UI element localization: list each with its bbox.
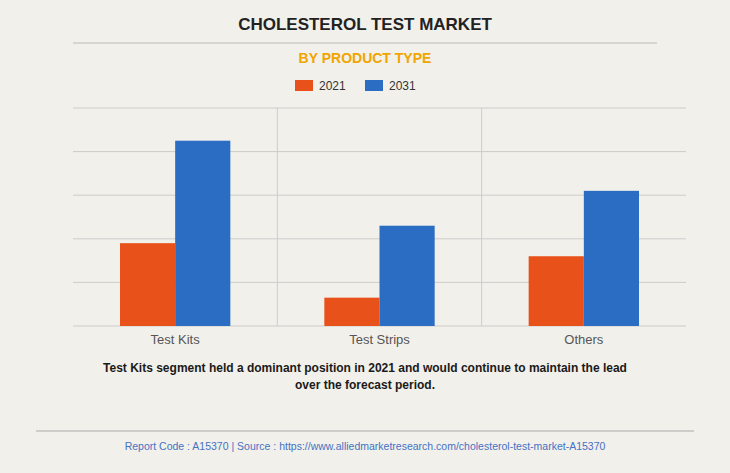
x-axis: Test Kits Test Strips Others xyxy=(151,332,604,347)
grid-line xyxy=(73,151,686,152)
chart: CHOLESTEROL TEST MARKET BY PRODUCT TYPE 20… xyxy=(0,0,730,473)
annotation-line: over the forecast period. xyxy=(295,378,435,392)
grid xyxy=(73,108,686,326)
annotation-line: Test Kits segment held a dominant positi… xyxy=(103,361,627,375)
bar xyxy=(529,256,584,326)
legend-label: 2021 xyxy=(319,79,346,93)
title: CHOLESTEROL TEST MARKET xyxy=(238,15,492,34)
bar xyxy=(380,226,435,326)
subtitle: BY PRODUCT TYPE xyxy=(299,50,432,66)
legend: 2021 2031 xyxy=(295,79,416,93)
x-tick-label: Others xyxy=(564,332,604,347)
bar xyxy=(175,141,230,326)
background xyxy=(0,0,730,473)
bars xyxy=(120,141,639,326)
bar xyxy=(324,298,379,326)
annotation: Test Kits segment held a dominant positi… xyxy=(103,361,627,392)
x-tick-label: Test Strips xyxy=(349,332,410,347)
bar xyxy=(120,243,175,326)
x-tick-label: Test Kits xyxy=(151,332,201,347)
legend-label: 2031 xyxy=(389,79,416,93)
grid-line xyxy=(73,108,686,109)
separator xyxy=(36,431,694,432)
footnote: Report Code : A15370 | Source : https://… xyxy=(125,440,606,452)
legend-swatch xyxy=(295,80,313,91)
legend-swatch xyxy=(365,80,383,91)
separator xyxy=(73,43,657,44)
group-separator xyxy=(481,108,482,326)
group-separator xyxy=(277,108,278,326)
bar xyxy=(584,191,639,326)
